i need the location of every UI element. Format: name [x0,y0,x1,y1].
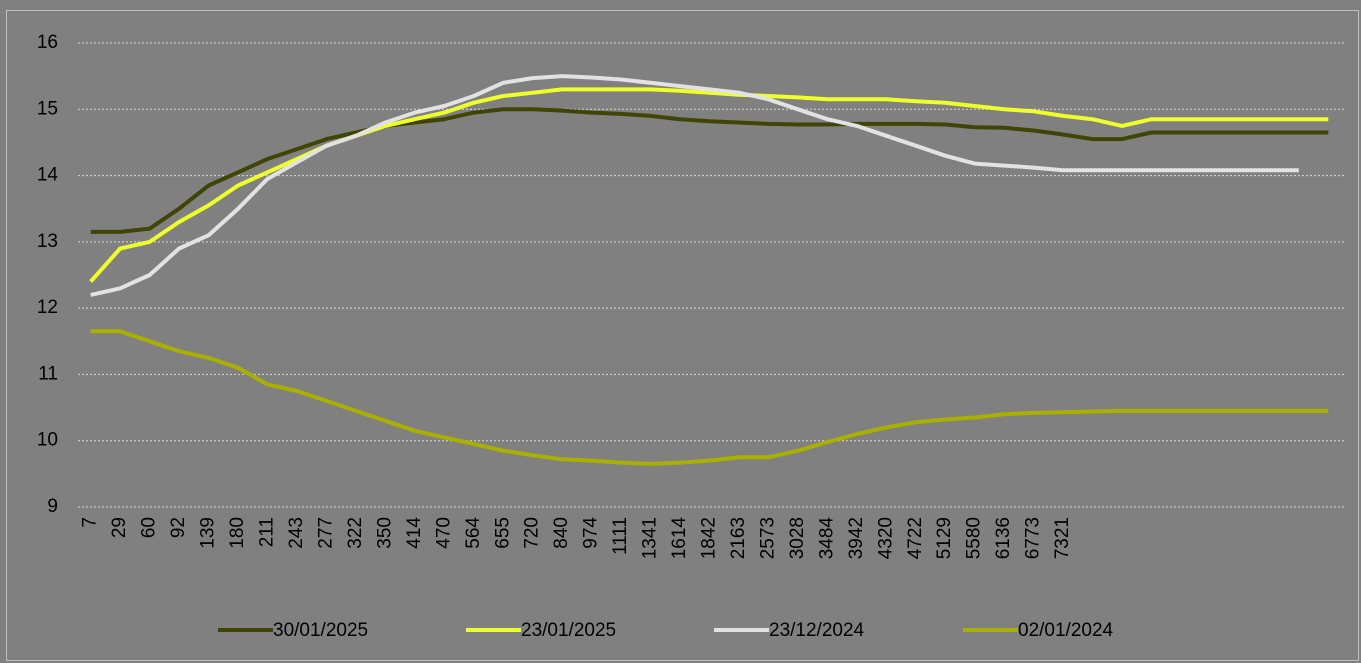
x-tick-label: 414 [404,517,425,549]
legend-label: 23/01/2025 [521,620,616,641]
x-tick-label: 139 [198,517,219,549]
x-tick-label: 277 [315,517,336,549]
x-tick-label: 1614 [669,517,690,560]
x-tick-label: 974 [581,517,602,549]
chart-border [6,10,1359,661]
x-tick-label: 2573 [757,517,778,559]
x-tick-label: 1842 [699,517,720,559]
series-line [90,74,1299,297]
y-tick-label: 12 [37,297,58,318]
y-tick-label: 15 [37,98,58,119]
x-tick-label: 3942 [846,517,867,559]
x-tick-label: 350 [374,517,395,549]
y-tick-label: 16 [37,32,58,53]
x-tick-label: 5129 [934,517,955,559]
y-tick-label: 10 [37,430,58,451]
y-tick-label: 13 [37,231,58,252]
x-tick-label: 4722 [905,517,926,559]
x-tick-label: 840 [551,517,572,549]
x-tick-label: 655 [492,517,513,549]
x-tick-label: 5580 [964,517,985,559]
x-tick-label: 211 [257,517,278,547]
x-tick-label: 1111 [610,517,631,555]
x-tick-label: 3484 [816,517,837,560]
y-tick-label: 14 [37,165,59,186]
x-tick-label: 60 [139,517,160,538]
x-tick-label: 7321 [1052,517,1073,559]
x-tick-label: 6136 [993,517,1014,559]
series-line [89,87,1329,283]
x-tick-label: 92 [168,517,189,538]
series-line [90,329,1329,466]
x-tick-label: 564 [463,517,484,549]
y-tick-label: 9 [47,496,58,517]
x-tick-label: 180 [227,517,248,549]
x-tick-label: 6773 [1023,517,1044,559]
x-tick-label: 29 [109,517,130,538]
legend-label: 23/12/2024 [769,620,865,641]
x-tick-label: 1341 [640,517,661,559]
x-tick-label: 7 [80,517,101,528]
x-tick-label: 2163 [728,517,749,559]
legend-label: 30/01/2025 [273,620,368,641]
x-tick-label: 4320 [875,517,896,559]
legend-label: 02/01/2024 [1018,620,1114,641]
x-tick-label: 470 [433,517,454,549]
x-tick-label: 243 [286,517,307,549]
x-tick-label: 720 [522,517,543,549]
y-tick-label: 11 [38,363,58,384]
x-tick-label: 322 [345,517,366,549]
series-line [90,107,1329,234]
x-tick-label: 3028 [787,517,808,559]
